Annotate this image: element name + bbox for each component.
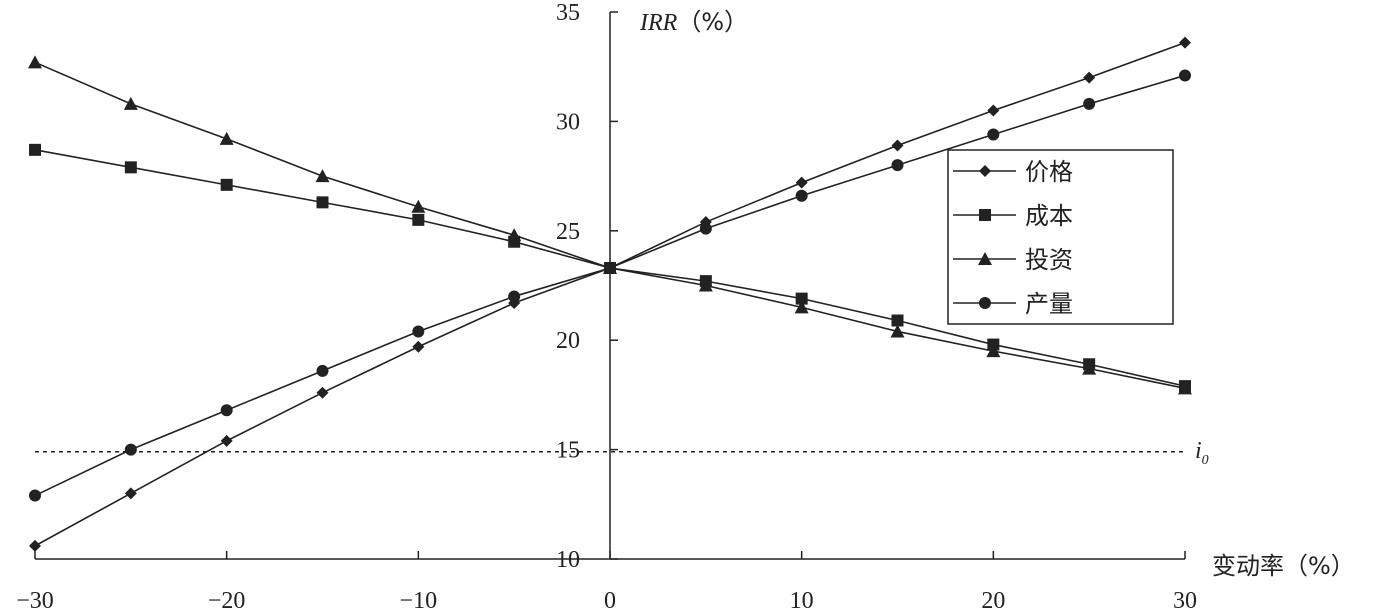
x-tick-label: −20 [208,588,246,612]
data-point-square [412,213,425,226]
data-point-triangle [411,199,426,213]
data-point-square [316,196,329,209]
y-tick-label: 10 [556,547,580,573]
series-circle [29,69,1191,502]
data-point-square [29,143,41,156]
data-point-circle [891,159,904,172]
legend-marker [979,297,991,309]
data-point-diamond [316,386,329,399]
legend-marker [979,209,991,221]
legend-label: 价格 [1025,158,1073,186]
data-point-square [220,178,233,191]
data-point-triangle [890,324,905,338]
data-point-square [795,292,808,305]
legend-item-square: 成本 [953,202,1073,230]
data-point-diamond [29,539,41,552]
reference-line-label: i0 [1195,438,1209,468]
data-point-square [508,235,521,248]
data-point-triangle [507,228,522,242]
data-point-circle [508,290,521,303]
data-point-circle [699,222,712,235]
x-tick-label: 0 [604,588,616,612]
x-tick-label: 20 [981,588,1005,612]
x-tick-label: −30 [16,588,54,612]
y-tick-label: 30 [556,109,580,135]
data-point-diamond [987,104,1000,117]
data-point-circle [987,128,1000,141]
data-point-square [891,314,904,327]
y-tick-label: 35 [556,0,580,26]
legend-item-circle: 产量 [953,290,1073,318]
data-point-circle [1179,69,1191,82]
legend-box [947,149,1174,325]
legend-label: 投资 [1025,246,1073,274]
y-tick-label: 25 [556,219,580,245]
data-point-triangle [1178,381,1192,395]
data-point-diamond [1179,36,1191,49]
data-point-triangle [698,278,713,292]
legend-marker [978,252,992,265]
data-point-diamond [891,139,904,152]
data-point-triangle [28,55,42,69]
y-axis-title: IRR（%） [639,8,748,36]
data-point-triangle [986,344,1001,358]
y-tick-label: 15 [556,438,580,464]
data-point-circle [316,364,329,377]
y-ticks: 10 15 20 25 30 35 [556,0,618,573]
data-point-circle [412,325,425,338]
data-point-circle [220,404,233,417]
data-point-circle [29,489,41,502]
data-point-diamond [1083,71,1096,84]
data-point-diamond [124,487,137,500]
data-point-circle [795,189,808,202]
x-tick-label: 30 [1173,588,1197,612]
data-point-diamond [220,434,233,447]
series-group [28,36,1192,552]
legend-item-triangle: 投资 [953,246,1073,274]
legend-item-diamond: 价格 [953,158,1073,186]
data-point-triangle [219,131,234,145]
reference-line-group: i0 [35,438,1209,468]
data-point-triangle [794,300,809,314]
x-axis-title: 变动率（%） [1212,552,1355,580]
data-point-triangle [1082,361,1097,375]
y-tick-label: 20 [556,328,580,354]
data-point-circle [1083,97,1096,110]
legend-label: 成本 [1025,202,1073,230]
x-tick-label: −10 [400,588,438,612]
data-point-triangle [123,96,138,110]
x-ticks: −30 −20 −10 0 10 20 30 [16,551,1197,612]
data-point-triangle [315,169,330,183]
legend-marker [979,165,991,177]
data-point-square [124,161,137,174]
x-tick-label: 10 [790,588,814,612]
data-point-circle [604,261,616,274]
legend-label: 产量 [1025,290,1073,318]
data-point-diamond [795,176,808,189]
data-point-circle [124,443,137,456]
data-point-diamond [412,340,425,353]
